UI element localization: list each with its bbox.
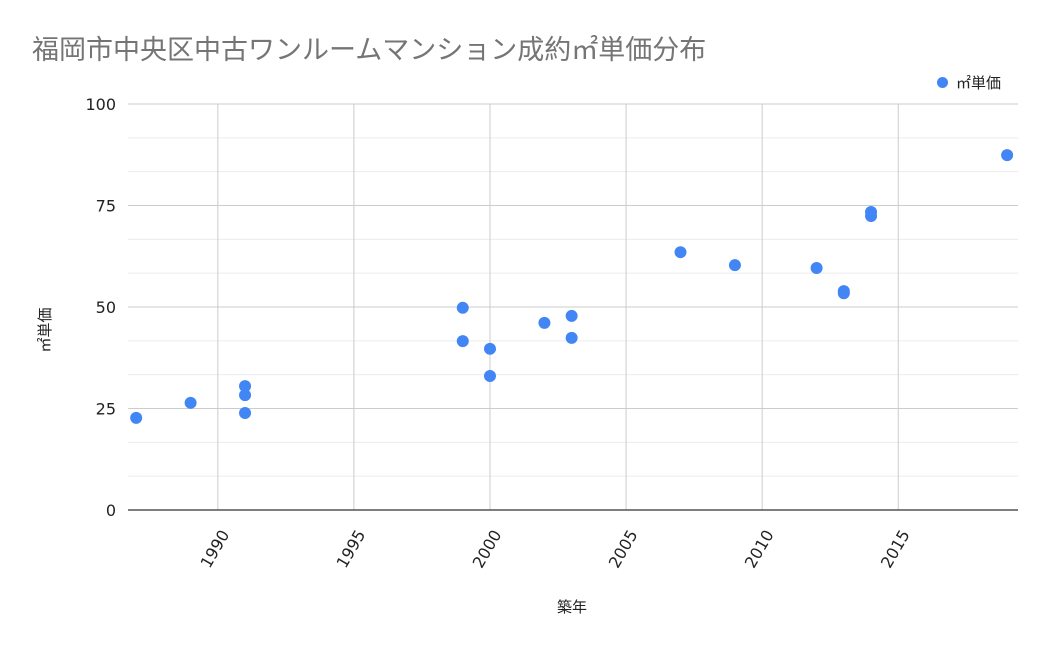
- y-tick-label: 0: [106, 501, 116, 520]
- data-point: [483, 370, 496, 383]
- x-tick-label: 1990: [196, 527, 233, 572]
- data-point: [865, 210, 878, 223]
- data-point: [674, 246, 687, 259]
- x-tick-label: 2000: [469, 527, 506, 572]
- y-tick-label: 75: [96, 197, 116, 216]
- data-point: [184, 396, 197, 409]
- y-tick-label: 50: [96, 298, 116, 317]
- data-points: [130, 149, 1014, 424]
- data-point: [1001, 149, 1014, 162]
- data-point: [538, 316, 551, 329]
- y-tick-label: 25: [96, 400, 116, 419]
- data-point: [239, 389, 252, 402]
- legend-label: ㎡単価: [956, 74, 1002, 92]
- x-tick-label: 2005: [605, 527, 642, 572]
- legend-marker-icon: [937, 77, 948, 88]
- chart-title: 福岡市中央区中古ワンルームマンション成約㎡単価分布: [32, 35, 707, 66]
- data-point: [239, 406, 252, 419]
- data-point: [837, 287, 850, 300]
- gridlines: [128, 103, 1018, 510]
- data-point: [456, 335, 469, 348]
- data-point: [810, 262, 823, 275]
- x-tick-label: 2015: [877, 527, 914, 572]
- y-axis-ticks: 0 25 50 75 100: [85, 95, 116, 520]
- data-point: [239, 380, 252, 393]
- data-point: [728, 259, 741, 272]
- data-point: [565, 309, 578, 322]
- data-point: [565, 331, 578, 344]
- legend: ㎡単価: [937, 72, 1001, 93]
- x-tick-label: 1995: [333, 527, 370, 572]
- data-point: [130, 411, 143, 424]
- x-tick-label: 2010: [741, 527, 778, 572]
- y-axis-label: ㎡単価: [36, 307, 54, 352]
- x-axis-label: 築年: [557, 598, 587, 616]
- data-point: [456, 301, 469, 314]
- data-point: [483, 342, 496, 355]
- y-tick-label: 100: [85, 95, 116, 114]
- x-axis-ticks: 1990 1995 2000 2005 2010 2015: [196, 527, 913, 572]
